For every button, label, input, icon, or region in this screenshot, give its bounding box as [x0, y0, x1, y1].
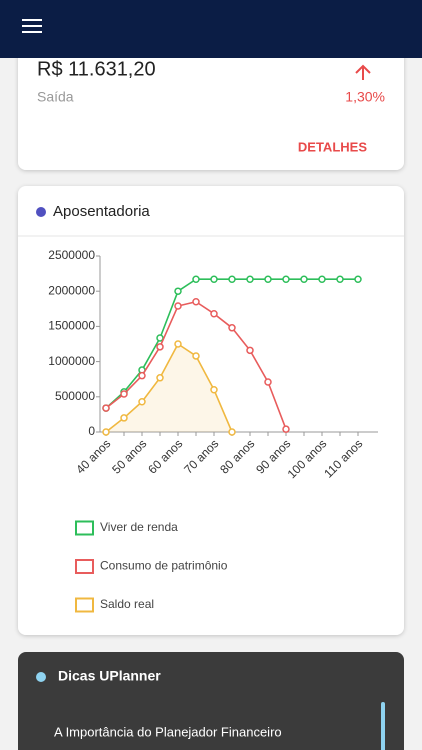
y-tick-label: 2500000 [48, 248, 95, 262]
y-tick-label: 500000 [55, 389, 95, 403]
legend-label: Saldo real [100, 597, 154, 611]
point [192, 298, 200, 306]
point [282, 275, 290, 283]
tips-card [18, 652, 404, 750]
y-tick-label: 0 [88, 424, 95, 438]
legend-swatch [75, 520, 94, 536]
tips-dot [36, 672, 46, 682]
point [264, 275, 272, 283]
point [120, 390, 128, 398]
legend-label: Viver de renda [100, 520, 178, 534]
point [282, 425, 290, 433]
point [138, 397, 146, 406]
point [210, 386, 218, 394]
point [318, 275, 326, 283]
chart-card [18, 186, 404, 635]
point [210, 275, 218, 283]
point [102, 428, 110, 436]
point [246, 346, 254, 355]
point [336, 275, 344, 283]
legend-label: Consumo de patrimônio [100, 559, 228, 573]
point [156, 334, 164, 342]
amount: R$ 11.631,20 [37, 58, 156, 80]
scrollbar [381, 702, 385, 750]
point [210, 309, 218, 318]
point [174, 340, 182, 348]
article-title[interactable]: A Importância do Planejador Financeiro [54, 724, 282, 739]
app-bar [0, 0, 422, 58]
up-arrow [355, 64, 371, 80]
point [192, 275, 200, 283]
point [300, 275, 308, 283]
point [138, 371, 146, 380]
point [174, 302, 182, 310]
line [105, 343, 233, 433]
point [228, 275, 236, 283]
y-tick-label: 1500000 [48, 319, 95, 333]
change: 1,30% [345, 89, 385, 105]
legend-swatch [75, 597, 94, 613]
amount-label: Saída [37, 89, 74, 105]
tips-title: Dicas UPlanner [58, 668, 161, 684]
point [354, 275, 362, 283]
point [264, 378, 272, 386]
point [120, 414, 128, 422]
point [102, 404, 110, 412]
point [156, 343, 164, 351]
menu-button[interactable] [22, 19, 42, 33]
point [192, 352, 200, 360]
title-dot [36, 207, 46, 217]
legend-swatch [75, 559, 94, 574]
y-tick-label: 2000000 [48, 283, 95, 297]
chart-title: Aposentadoria [53, 203, 150, 220]
point [228, 428, 236, 436]
point [228, 324, 236, 332]
y-tick-label: 1000000 [48, 354, 95, 368]
details-button[interactable]: DETALHES [298, 139, 367, 154]
point [156, 374, 164, 382]
point [174, 287, 182, 295]
point [246, 275, 254, 283]
